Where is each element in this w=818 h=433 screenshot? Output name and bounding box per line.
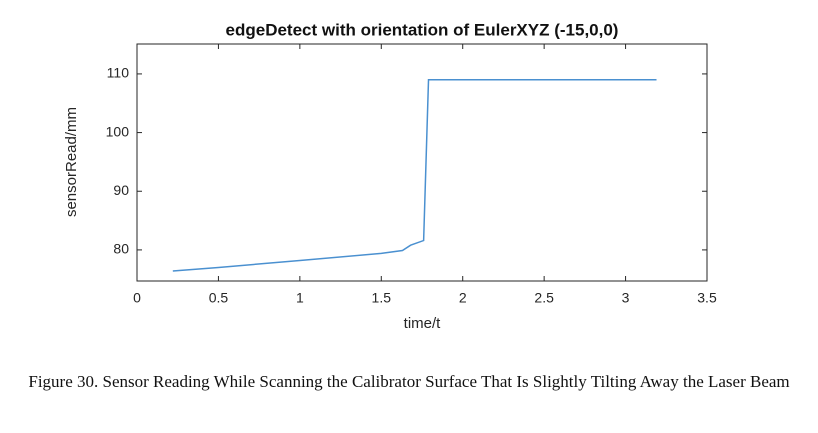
x-tick-label: 3.5 <box>697 290 717 306</box>
x-axis-label: time/t <box>404 315 442 332</box>
y-tick-label: 80 <box>113 241 129 257</box>
x-tick-label: 2 <box>459 290 467 306</box>
chart: edgeDetect with orientation of EulerXYZ … <box>63 20 717 332</box>
x-tick-label: 1.5 <box>372 290 392 306</box>
y-tick-label: 100 <box>106 123 130 139</box>
x-tick-label: 0.5 <box>209 290 229 306</box>
y-axis-label: sensorRead/mm <box>63 107 80 217</box>
chart-title: edgeDetect with orientation of EulerXYZ … <box>226 20 619 39</box>
plot-frame <box>136 43 708 282</box>
x-tick-label: 0 <box>133 290 141 306</box>
y-tick-label: 110 <box>107 65 130 81</box>
x-tick-label: 3 <box>622 290 630 306</box>
y-tick-label: 90 <box>113 182 129 198</box>
x-tick-label: 1 <box>296 290 304 306</box>
data-line <box>172 79 657 272</box>
caption: Figure 30. Sensor Reading While Scanning… <box>28 372 790 391</box>
x-tick-label: 2.5 <box>534 290 554 306</box>
